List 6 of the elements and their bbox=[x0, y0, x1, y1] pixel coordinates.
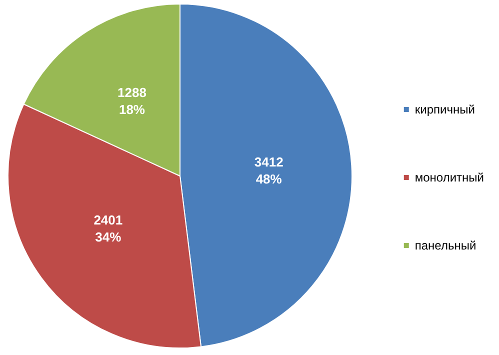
data-label: 2401 34% bbox=[94, 212, 123, 245]
data-label: 3412 48% bbox=[254, 154, 284, 187]
legend-label: монолитный bbox=[414, 170, 484, 184]
legend-label: кирпичный bbox=[414, 102, 475, 116]
data-label: 1288 18% bbox=[118, 85, 146, 118]
legend-label: панельный bbox=[414, 238, 476, 252]
